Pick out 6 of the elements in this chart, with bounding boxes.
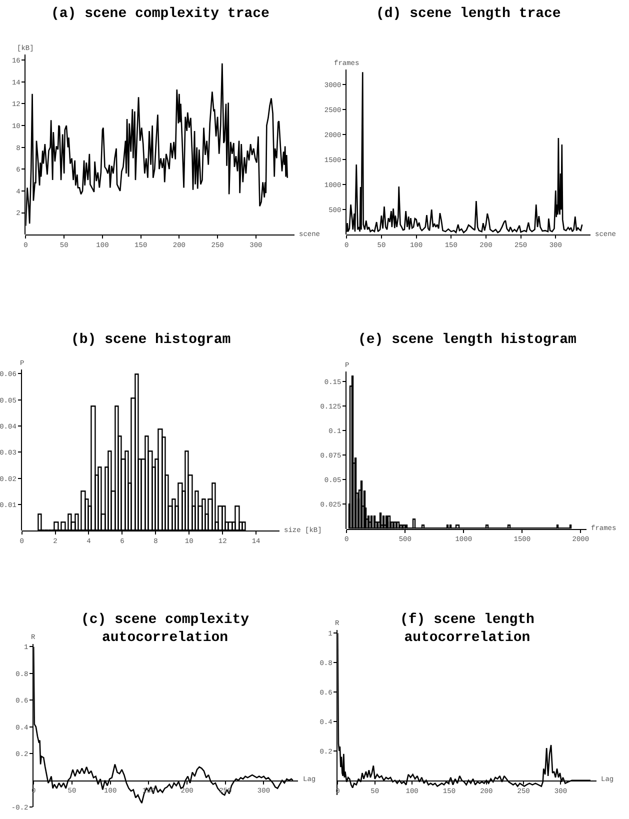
chart-title: (c) scene complexity autocorrelation [81,612,250,646]
chart-title: (f) scene length autocorrelation [400,612,534,646]
chart-title: (d) scene length trace [376,6,561,22]
chart-title: (a) scene complexity trace [51,6,270,22]
chart-title: (e) scene length histogram [358,332,576,348]
chart-title: (b) scene histogram [71,332,231,348]
